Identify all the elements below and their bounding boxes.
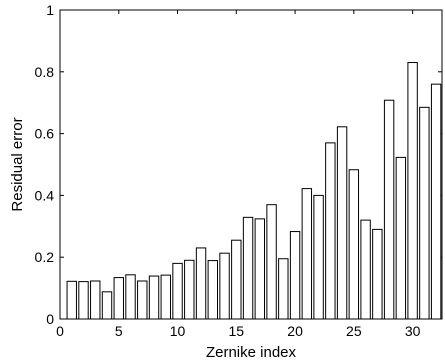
y-tick-label: 1 — [46, 2, 54, 18]
bar-21 — [301, 188, 313, 320]
bar-14 — [219, 252, 230, 320]
bar-5 — [113, 277, 124, 320]
bar-3 — [90, 280, 101, 320]
bar-30 — [407, 62, 418, 320]
y-tick-label: 0.4 — [35, 187, 55, 203]
y-tick-label: 0.8 — [35, 64, 55, 80]
bar-22 — [313, 194, 324, 320]
bar-1 — [66, 280, 77, 320]
x-tick-label: 20 — [287, 323, 303, 339]
x-tick-label: 30 — [405, 323, 421, 339]
bar-31 — [419, 106, 430, 320]
bar-17 — [254, 218, 266, 320]
x-tick-label: 0 — [56, 323, 64, 339]
bar-15 — [231, 239, 242, 320]
plot-frame — [59, 9, 443, 320]
bar-20 — [289, 231, 301, 320]
x-axis-label: Zernike index — [206, 344, 297, 361]
bar-7 — [137, 280, 148, 320]
x-tick-label: 15 — [229, 323, 245, 339]
bar-16 — [242, 216, 254, 320]
x-tick-label: 10 — [170, 323, 186, 339]
y-tick-label: 0 — [46, 311, 54, 327]
y-tick-label: 0.2 — [35, 249, 55, 265]
x-tick-label: 5 — [115, 323, 123, 339]
bar-6 — [125, 274, 136, 320]
bar-13 — [207, 260, 219, 320]
bar-19 — [278, 258, 289, 320]
bar-10 — [172, 262, 183, 320]
bar-18 — [266, 204, 277, 320]
x-tick-label: 25 — [346, 323, 362, 339]
bar-12 — [195, 247, 207, 320]
bar-4 — [101, 291, 113, 320]
bar-27 — [372, 228, 383, 320]
bar-28 — [383, 99, 395, 320]
y-axis-label: Residual error — [9, 117, 26, 211]
y-tick-label: 0.6 — [35, 126, 55, 142]
bar-32 — [430, 83, 442, 320]
bar-26 — [360, 219, 371, 320]
bar-9 — [160, 274, 171, 320]
bar-29 — [395, 156, 407, 320]
bar-8 — [148, 275, 160, 320]
bar-25 — [348, 169, 360, 320]
bars-layer — [66, 62, 442, 320]
tick-labels: 0 5 10 15 20 25 30 0 0.2 0.4 0.6 0.8 1 — [35, 2, 421, 339]
bar-23 — [325, 142, 336, 320]
bar-11 — [184, 259, 195, 320]
bar-2 — [78, 281, 89, 320]
bar-24 — [336, 126, 348, 320]
